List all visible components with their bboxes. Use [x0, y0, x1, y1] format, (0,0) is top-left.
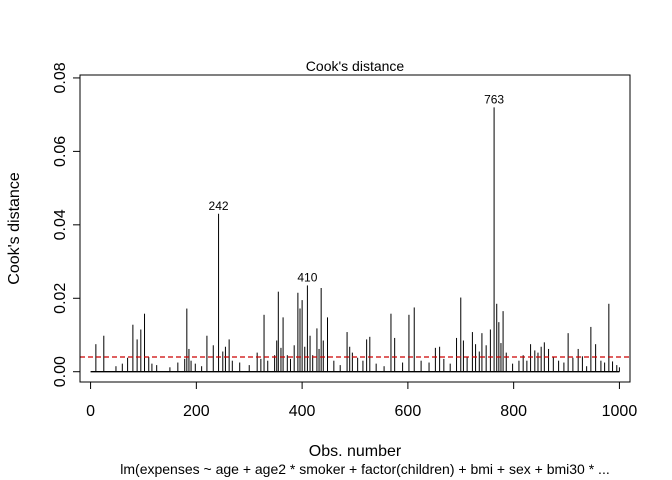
y-axis-title: Cook's distance	[6, 172, 23, 285]
chart-title: Cook's distance	[306, 58, 405, 74]
model-formula: lm(expenses ~ age + age2 * smoker + fact…	[120, 461, 609, 477]
x-axis: 0 200 400 600 800 1000	[86, 381, 638, 420]
x-tick-label-4: 800	[500, 403, 527, 420]
x-tick-label-5: 1000	[602, 403, 638, 420]
point-labels: 242 410 763	[209, 92, 505, 284]
point-label-242: 242	[209, 199, 229, 213]
x-tick-label-0: 0	[86, 403, 95, 420]
y-tick-label-1: 0.02	[52, 283, 69, 314]
y-axis: 0.00 0.02 0.04 0.06 0.08	[52, 62, 81, 387]
x-tick-label-2: 400	[289, 403, 316, 420]
x-axis-title: Obs. number	[309, 443, 402, 460]
x-tick-label-3: 600	[395, 403, 422, 420]
y-tick-label-4: 0.08	[52, 62, 69, 93]
point-label-410: 410	[297, 270, 317, 284]
point-label-763: 763	[484, 92, 504, 106]
x-tick-label-1: 200	[183, 403, 210, 420]
plot-frame	[79, 74, 631, 383]
spike-series	[90, 107, 620, 373]
y-tick-label-0: 0.00	[52, 356, 69, 387]
y-tick-label-2: 0.04	[52, 209, 69, 240]
y-tick-label-3: 0.06	[52, 136, 69, 167]
